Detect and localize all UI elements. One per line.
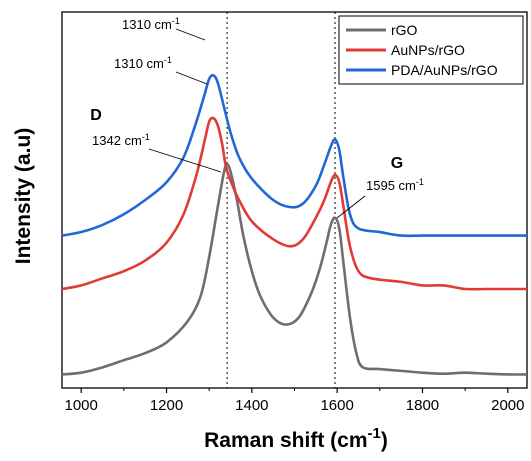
x-axis-title-close: ): [381, 429, 388, 452]
x-tick-label: 1800: [406, 397, 439, 414]
peak-position-unit-sup: -1: [172, 16, 180, 26]
peak-position-value: 1310 cm: [114, 56, 164, 71]
x-axis-title: Raman shift (cm-1): [204, 425, 388, 452]
peak-band-label: G: [391, 155, 403, 172]
series-line-1: [61, 163, 528, 376]
annotation-leader: [175, 28, 206, 41]
peak-position-value: 1595 cm: [366, 178, 416, 193]
peak-band-label: D: [90, 107, 102, 124]
x-tick-label: 1400: [235, 397, 268, 414]
y-axis-title: Intensity (a.u): [12, 128, 35, 265]
peak-position-value: 1310 cm: [122, 17, 172, 32]
reference-lines: [226, 12, 336, 388]
legend: rGO AuNPs/rGO PDA/AuNPs/rGO: [338, 15, 524, 85]
annotation-leader: [148, 148, 222, 173]
x-axis-title-sup: -1: [368, 425, 381, 442]
x-axis-title-main: Raman shift: [204, 429, 324, 452]
legend-label: rGO: [391, 22, 418, 38]
peak-position-value: 1342 cm: [92, 133, 142, 148]
peak-position-label: 1310 cm-1: [122, 16, 180, 32]
peak-position-unit-sup: -1: [164, 55, 172, 65]
peak-position-label: 1595 cm-1: [366, 177, 424, 193]
series-line-2: [61, 116, 527, 291]
x-tick-label: 2000: [491, 397, 524, 414]
x-tick-label: 1600: [320, 397, 353, 414]
legend-label: PDA/AuNPs/rGO: [391, 62, 498, 78]
peak-position-label: 1342 cm-1: [92, 132, 150, 148]
legend-box: [338, 15, 524, 85]
peak-position-unit-sup: -1: [142, 132, 150, 142]
axes-layer: 1000 1200 1400 1600 1800 2000: [65, 388, 524, 414]
x-tick-label: 1000: [65, 397, 98, 414]
x-tick-label: 1200: [150, 397, 183, 414]
series-line-3: [61, 73, 527, 238]
legend-label: AuNPs/rGO: [391, 42, 465, 58]
peak-position-label: 1310 cm-1: [114, 55, 172, 71]
annotation-leader: [175, 71, 208, 85]
series-layer: [61, 73, 528, 376]
peak-position-unit-sup: -1: [416, 177, 424, 187]
annotation-leader: [336, 195, 366, 219]
x-axis-title-unit: (cm: [330, 429, 367, 452]
